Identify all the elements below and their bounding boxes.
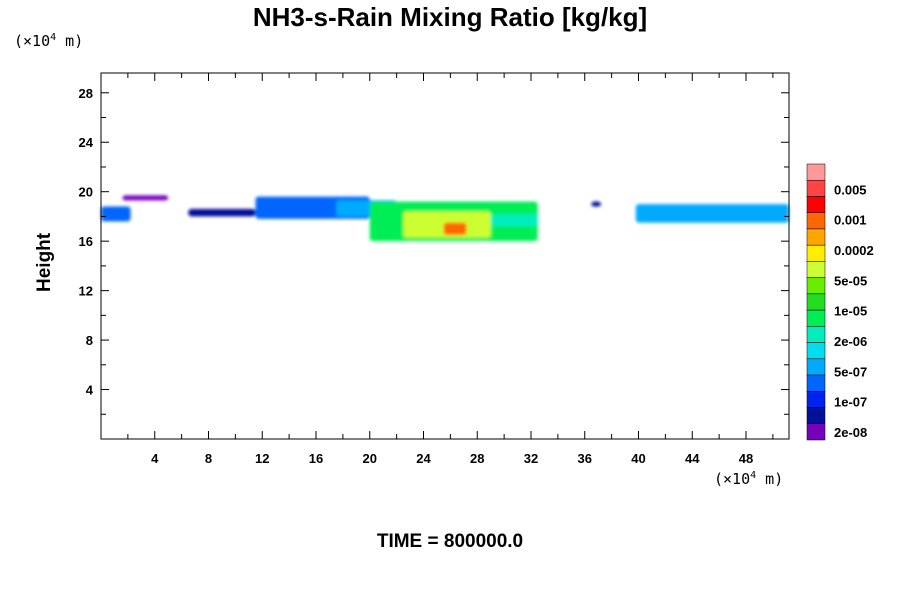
x-tick-label: 12: [255, 451, 269, 466]
data-regions: [101, 195, 789, 242]
colorbar-swatch: [806, 244, 826, 262]
colorbar-swatch: [806, 326, 826, 343]
y-tick-label: 24: [79, 135, 94, 150]
colorbar-swatch: [806, 293, 826, 311]
data-region: [122, 195, 169, 201]
colorbar-swatch: [806, 358, 826, 376]
colorbar-label: 1e-05: [834, 304, 867, 319]
colorbar-label: 5e-05: [834, 273, 867, 288]
colorbar-label: 5e-07: [834, 364, 867, 379]
colorbar: 0.005 0.001 0.0002 5e-05 1e-05 2e-06 5e-07 1e-0…: [806, 163, 874, 441]
data-region: [188, 209, 256, 217]
y-tick-label: 16: [79, 234, 93, 249]
plot-frame: [100, 72, 790, 440]
colorbar-swatch: [806, 179, 826, 197]
chart-title: NH3-s-Rain Mixing Ratio [kg/kg]: [252, 2, 648, 32]
x-tick-label: 48: [739, 451, 753, 466]
data-region: [101, 206, 131, 222]
colorbar-swatch: [806, 391, 826, 408]
x-axis: 4 8 12 16 20 24 28 32 36 40 44 48: [127, 73, 774, 466]
x-axis-unit: (×104 m): [714, 470, 784, 488]
colorbar-label: 1e-07: [834, 395, 867, 410]
x-tick-label: 32: [524, 451, 538, 466]
colorbar-label: 2e-08: [834, 425, 867, 440]
y-tick-label: 28: [79, 86, 93, 101]
colorbar-swatch: [806, 163, 826, 181]
colorbar-label: 0.005: [834, 182, 867, 197]
colorbar-label: 0.0002: [834, 243, 874, 258]
y-axis-unit: (×104 m): [14, 32, 84, 50]
data-region: [443, 222, 467, 235]
x-tick-label: 4: [151, 451, 159, 466]
colorbar-swatch: [806, 277, 826, 295]
y-tick-label: 8: [86, 333, 93, 348]
colorbar-label: 2e-06: [834, 334, 867, 349]
colorbar-swatch: [806, 261, 826, 278]
data-region: [591, 201, 601, 207]
x-tick-label: 40: [631, 451, 645, 466]
x-tick-label: 16: [309, 451, 323, 466]
y-tick-label: 20: [79, 185, 93, 200]
x-tick-label: 28: [470, 451, 484, 466]
y-tick-label: 12: [79, 284, 93, 299]
y-tick-label: 4: [86, 383, 94, 398]
data-region: [635, 204, 789, 223]
colorbar-swatch: [806, 407, 826, 425]
colorbar-swatch: [806, 228, 826, 246]
colorbar-label: 0.001: [834, 213, 867, 228]
colorbar-swatch: [806, 212, 826, 230]
colorbar-swatch: [806, 423, 826, 441]
x-tick-label: 20: [363, 451, 377, 466]
x-tick-label: 8: [205, 451, 212, 466]
x-tick-label: 44: [685, 451, 700, 466]
x-tick-label: 24: [416, 451, 431, 466]
colorbar-swatch: [806, 374, 826, 392]
colorbar-swatch: [806, 309, 826, 327]
time-label: TIME = 800000.0: [376, 531, 524, 552]
colorbar-swatch: [806, 342, 826, 360]
colorbar-swatch: [806, 196, 826, 213]
y-axis: 4 8 12 16 20 24 28: [79, 86, 789, 415]
x-tick-label: 36: [578, 451, 592, 466]
data-region: [490, 213, 538, 227]
